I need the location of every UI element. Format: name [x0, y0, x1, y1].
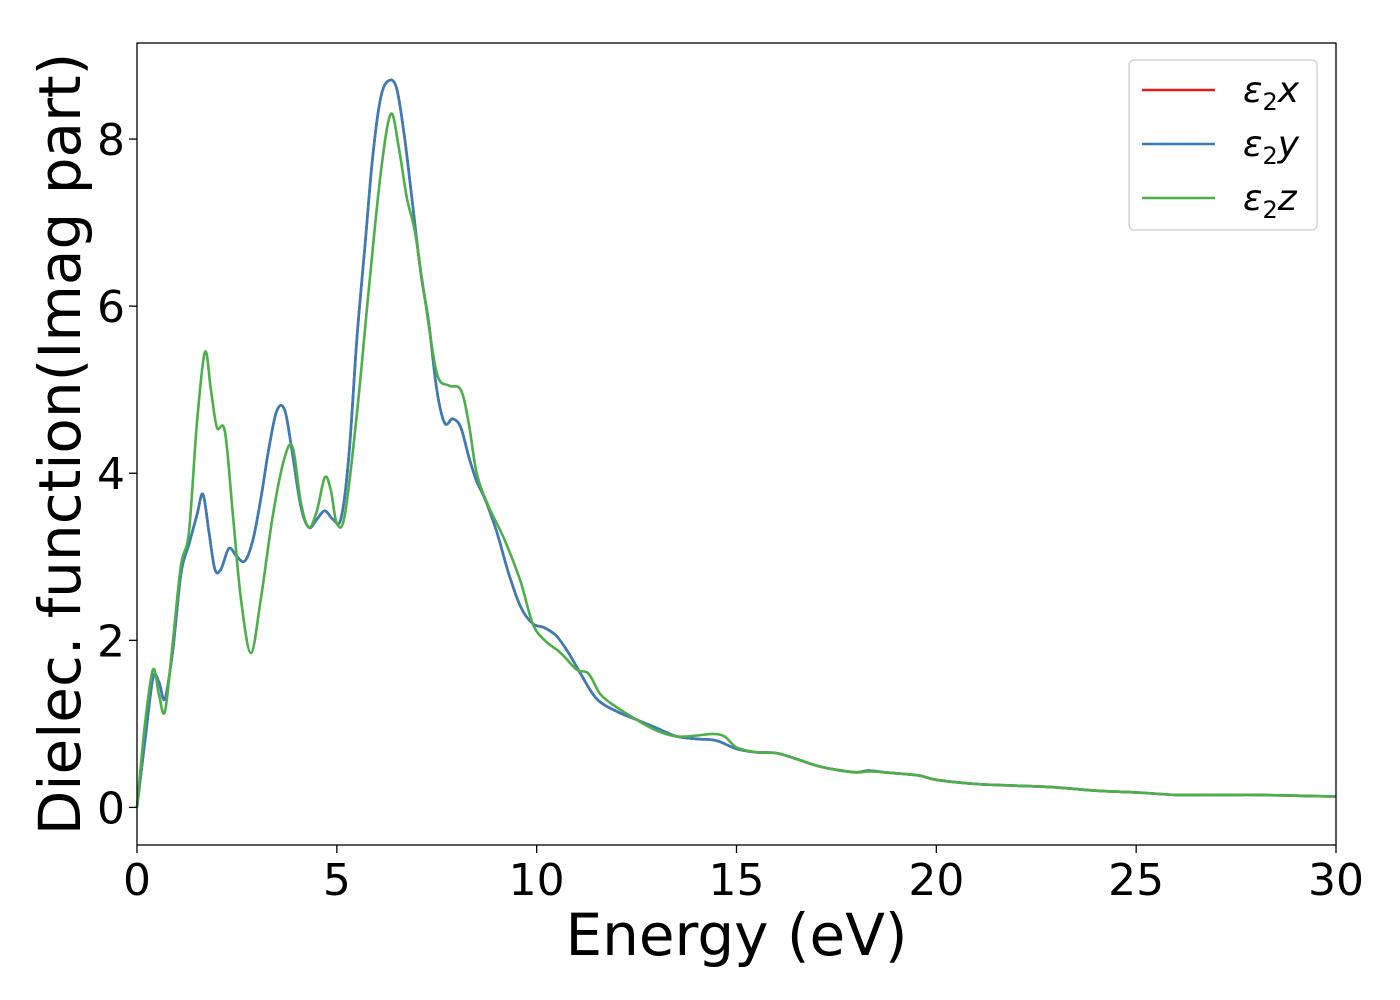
x-tick-label: 15 [709, 855, 765, 906]
series-line-e2z [135, 112, 1337, 808]
x-tick-label: 0 [123, 855, 151, 906]
series-layer [135, 78, 1337, 808]
legend: ε2x ε2y ε2z [1128, 59, 1318, 231]
x-tick-label: 10 [509, 855, 565, 906]
y-tick-label: 8 [97, 115, 125, 166]
y-tick-label: 4 [97, 449, 125, 500]
y-axis: 0 2 4 6 8 [97, 115, 137, 834]
x-axis-title: Energy (eV) [565, 901, 907, 969]
legend-label: ε2x [1243, 70, 1300, 116]
y-tick-label: 0 [97, 783, 125, 834]
x-tick-label: 25 [1108, 855, 1164, 906]
legend-label: ε2z [1243, 178, 1298, 224]
y-tick-label: 2 [97, 616, 125, 667]
y-axis-title: Dielec. function(Imag part) [26, 53, 94, 836]
x-tick-label: 30 [1308, 855, 1364, 906]
x-tick-label: 5 [323, 855, 351, 906]
x-tick-label: 20 [908, 855, 964, 906]
legend-label: ε2y [1243, 124, 1300, 170]
y-tick-label: 6 [97, 282, 125, 333]
x-axis: 0 5 10 15 20 25 30 [123, 845, 1364, 906]
legend-box [1128, 59, 1318, 231]
